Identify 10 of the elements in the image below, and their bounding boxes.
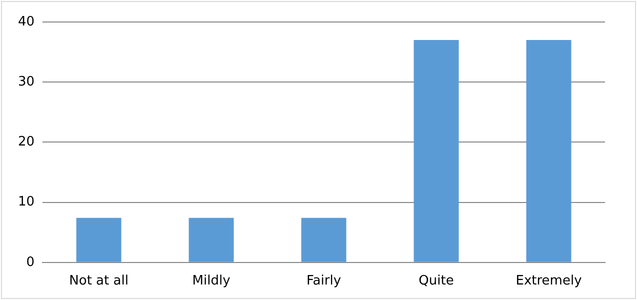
y-tick-label: 40 <box>18 14 35 30</box>
y-tick-label: 20 <box>18 134 35 150</box>
y-tick-label: 0 <box>26 254 35 270</box>
y-tick-label: 10 <box>18 194 35 210</box>
x-tick-label: Quite <box>418 274 454 289</box>
y-tick-label: 30 <box>18 74 35 90</box>
x-tick-label: Extremely <box>516 274 582 289</box>
x-tick-label: Not at all <box>69 274 128 289</box>
x-tick-label: Fairly <box>306 274 342 289</box>
x-tick-label: Mildly <box>192 274 231 289</box>
